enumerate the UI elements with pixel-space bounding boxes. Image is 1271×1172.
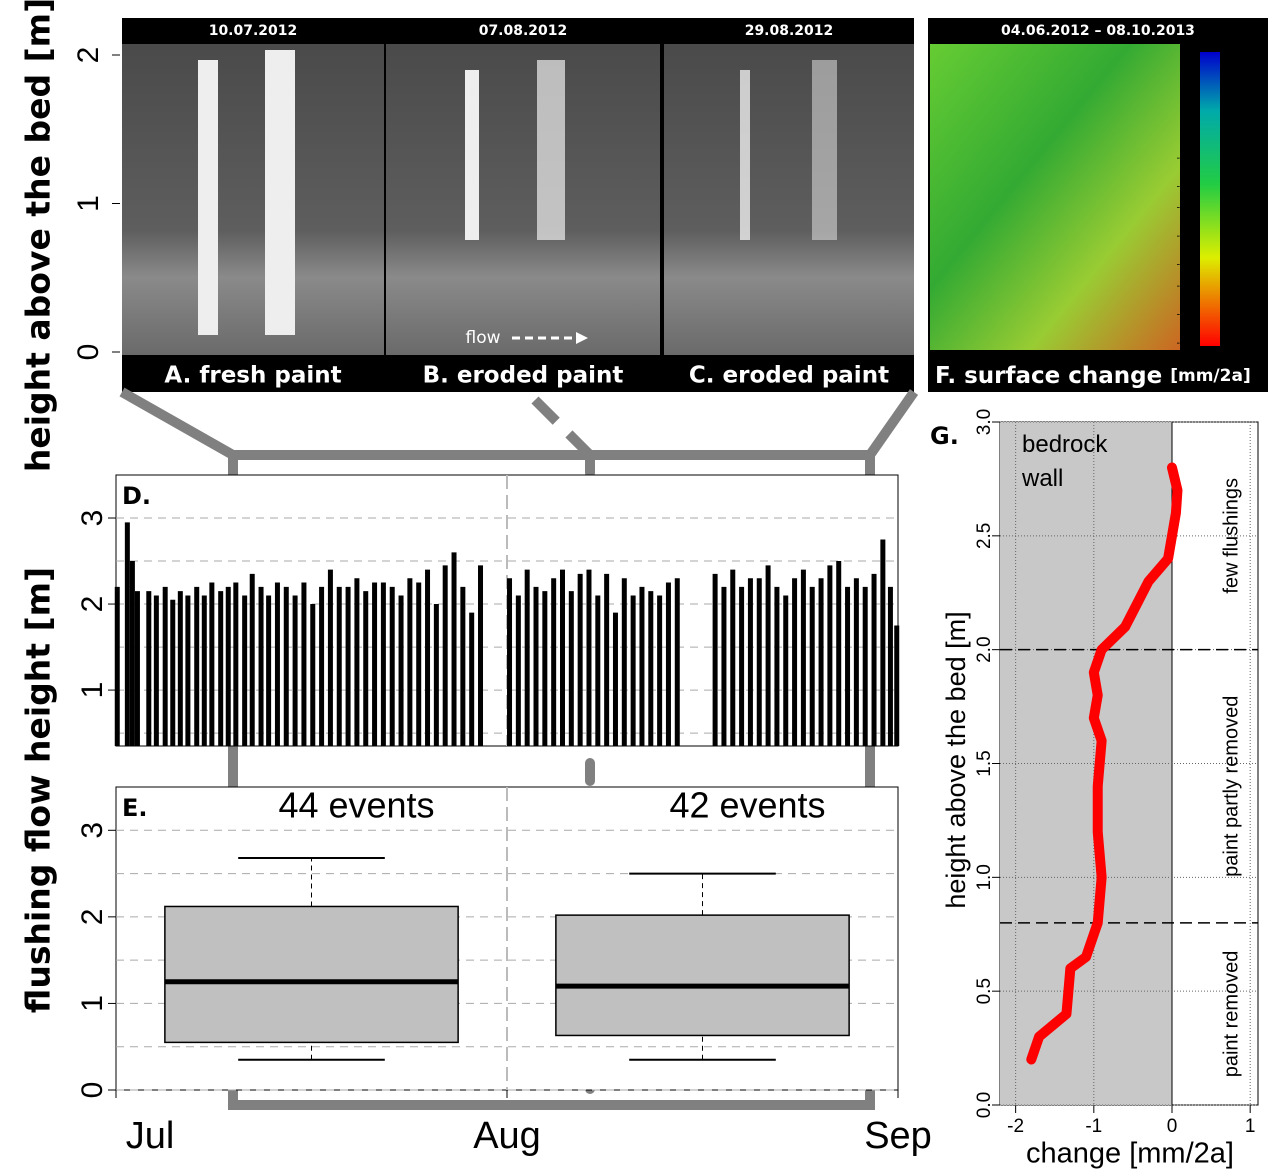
y-tick-label: 1	[76, 682, 109, 699]
photo-caption: A. fresh paint	[164, 363, 341, 389]
y-tick-label: 1.5	[974, 750, 995, 776]
y-tick-label: 0.0	[974, 1092, 995, 1118]
y-tick-label: 1	[72, 195, 105, 212]
region-label: bedrock wall	[1021, 431, 1108, 492]
y-tick-label: 0.5	[974, 978, 995, 1004]
zone-label: paint partly removed	[1220, 696, 1242, 877]
x-tick-label: Aug	[473, 1115, 541, 1157]
scan-caption: F. surface change [mm/2a]	[935, 363, 1251, 389]
y-tick-label: 3	[76, 822, 109, 839]
y-tick-label: 1	[76, 995, 109, 1012]
y-axis-title: height above the bed [m]	[941, 611, 971, 908]
colorbar-label: -3.0	[1176, 338, 1196, 349]
change-line	[1026, 462, 1183, 1065]
photo-a	[122, 44, 384, 355]
colorbar-label: -2.2	[1176, 281, 1196, 292]
y-tick-label: 0	[76, 1082, 109, 1099]
y-tick-label: 2.0	[974, 636, 995, 662]
photo-date: 10.07.2012	[209, 23, 298, 39]
box	[555, 914, 850, 1037]
colorbar-label: 0.5	[1180, 89, 1196, 100]
colorbar-label: -1.1	[1176, 203, 1196, 214]
axis-title: flushing flow height [m]	[19, 567, 58, 1013]
photo-caption: C. eroded paint	[689, 363, 889, 389]
caption-unit: [mm/2a]	[1170, 366, 1250, 386]
colorbar-label: 1.0	[1180, 53, 1196, 64]
y-tick-label: 2	[76, 909, 109, 926]
photo-date: 07.08.2012	[479, 23, 568, 39]
x-tick-label: 1	[1245, 1116, 1256, 1137]
photo-c	[664, 44, 914, 355]
photo-panels	[122, 18, 1268, 392]
panel-label: E.	[122, 794, 148, 822]
caption-text: F. surface change	[935, 363, 1170, 389]
flow-label: flow	[465, 328, 500, 348]
y-tick-label: 3	[76, 510, 109, 527]
label-line: wall	[1021, 465, 1063, 492]
box-label: 42 events	[669, 785, 825, 826]
zone-label: few flushings	[1220, 478, 1242, 594]
bedrock-region	[1000, 422, 1172, 1105]
colorbar-label: -2.6	[1176, 310, 1196, 321]
panel-label: D.	[122, 482, 151, 510]
flow-arrowhead	[576, 332, 588, 344]
x-axis-title: change [mm/2a]	[1026, 1138, 1234, 1170]
x-tick-label: Sep	[864, 1115, 932, 1157]
colorbar	[1200, 52, 1220, 346]
paint-stripes	[198, 50, 837, 335]
label-line: bedrock	[1022, 431, 1108, 458]
y-tick-label: 2.5	[974, 523, 995, 549]
zone-label: paint removed	[1220, 951, 1242, 1078]
panel-label: G.	[930, 422, 959, 450]
y-tick-label: 2	[76, 596, 109, 613]
y-tick-label: 0	[72, 344, 105, 361]
photo-b	[386, 44, 660, 355]
box	[164, 905, 459, 1044]
photo-caption: B. eroded paint	[423, 363, 624, 389]
y-tick-label: 1.0	[974, 864, 995, 890]
colorbar-label: -1.9	[1176, 260, 1196, 271]
scan-date: 04.06.2012 – 08.10.2013	[1001, 23, 1195, 39]
colorbar-label: -1.5	[1176, 231, 1196, 242]
x-tick-label: 0	[1167, 1116, 1178, 1137]
scan-image	[930, 44, 1180, 350]
colorbar-label: -0.4	[1176, 153, 1196, 164]
box-label: 44 events	[278, 785, 434, 826]
y-tick-label: 2	[72, 47, 105, 64]
x-tick-label: Jul	[126, 1115, 175, 1157]
x-tick-label: -1	[1085, 1116, 1102, 1137]
photo-date: 29.08.2012	[745, 23, 834, 39]
colorbar-label: 0.0	[1180, 124, 1196, 135]
colorbar-label: -0.8	[1176, 181, 1196, 192]
x-tick-label: -2	[1007, 1116, 1024, 1137]
axis-title: height above the bed [m]	[19, 0, 58, 472]
y-tick-label: 3.0	[974, 409, 995, 435]
